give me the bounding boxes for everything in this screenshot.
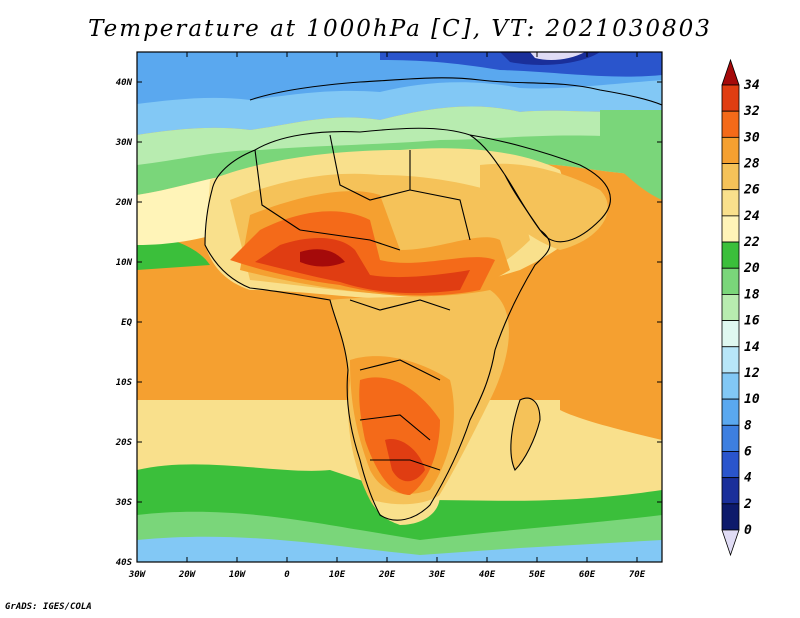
colorbar-top-arrow — [721, 58, 740, 86]
colorbar-swatch — [721, 267, 740, 295]
lat-tick-label: 30S — [115, 498, 133, 508]
colorbar-label: 12 — [744, 366, 760, 381]
lat-tick-label: 40N — [116, 78, 133, 88]
colorbar-label: 4 — [744, 471, 752, 486]
map-field — [137, 52, 662, 562]
colorbar-label: 14 — [744, 340, 760, 355]
colorbar-swatch — [721, 320, 740, 348]
lat-tick-label: 10S — [116, 378, 133, 388]
lon-tick-label: 0 — [284, 570, 290, 580]
lon-tick-label: 10E — [329, 570, 346, 580]
lat-tick-label: EQ — [121, 318, 132, 328]
colorbar-swatch — [721, 477, 740, 505]
colorbar-swatch — [721, 503, 740, 531]
temperature-map: 30W 20W 10W 0 10E 20E 30E 40E 50E 60E 70E 40N 30N 20N… — [115, 51, 760, 580]
colorbar-label: 2 — [743, 497, 752, 512]
lon-tick-label: 40E — [479, 570, 496, 580]
colorbar-label: 20 — [743, 261, 760, 276]
lon-tick-label: 70E — [629, 570, 646, 580]
lon-tick-label: 50E — [529, 570, 546, 580]
colorbar-label: 34 — [743, 78, 760, 93]
colorbar-swatch — [721, 84, 740, 112]
colorbar-label: 6 — [744, 444, 752, 459]
colorbar-swatch — [721, 398, 740, 426]
lat-tick-label: 10N — [116, 258, 133, 268]
lon-tick-label: 60E — [579, 570, 596, 580]
map-title: Temperature at 1000hPa [C], VT: 20210308… — [88, 16, 712, 42]
colorbar-label: 10 — [744, 392, 760, 407]
credit-label: GrADS: IGES/COLA — [5, 602, 92, 612]
colorbar-label: 30 — [743, 130, 760, 145]
axis-ticks: 30W 20W 10W 0 10E 20E 30E 40E 50E 60E 70E 40N 30N 20N… — [115, 52, 662, 580]
lon-tick-label: 30W — [128, 570, 147, 580]
lon-tick-label: 20E — [378, 570, 396, 580]
colorbar-label: 32 — [743, 104, 760, 119]
colorbar-bottom-arrow — [721, 529, 740, 557]
colorbar-label: 22 — [743, 235, 760, 250]
lon-tick-label: 30E — [428, 570, 446, 580]
colorbar-label: 28 — [743, 157, 760, 172]
colorbar-swatch — [721, 189, 740, 217]
lat-tick-label: 40S — [116, 558, 133, 568]
colorbar-swatch — [721, 294, 740, 321]
colorbar-swatch — [721, 451, 740, 479]
plot-frame — [136, 51, 663, 563]
colorbar-swatch — [721, 136, 740, 164]
colorbar-swatch — [721, 163, 740, 191]
lon-tick-label: 10W — [229, 570, 247, 580]
lat-tick-label: 20N — [115, 198, 133, 208]
colorbar-swatch — [721, 346, 740, 374]
lat-tick-label: 30N — [115, 138, 133, 148]
lon-tick-label: 20W — [178, 570, 197, 580]
colorbar-swatch — [721, 110, 740, 138]
colorbar-swatch — [721, 215, 740, 243]
colorbar-label: 18 — [744, 287, 760, 302]
colorbar-swatch — [721, 241, 740, 269]
colorbar-label: 24 — [743, 209, 760, 224]
colorbar-label: 26 — [743, 183, 760, 198]
colorbar-swatch — [721, 424, 740, 452]
colorbar-swatch — [721, 372, 740, 400]
lat-tick-label: 20S — [115, 438, 133, 448]
colorbar-label: 16 — [744, 314, 760, 329]
colorbar-label: 0 — [744, 523, 752, 538]
colorbar-label: 8 — [744, 418, 752, 433]
